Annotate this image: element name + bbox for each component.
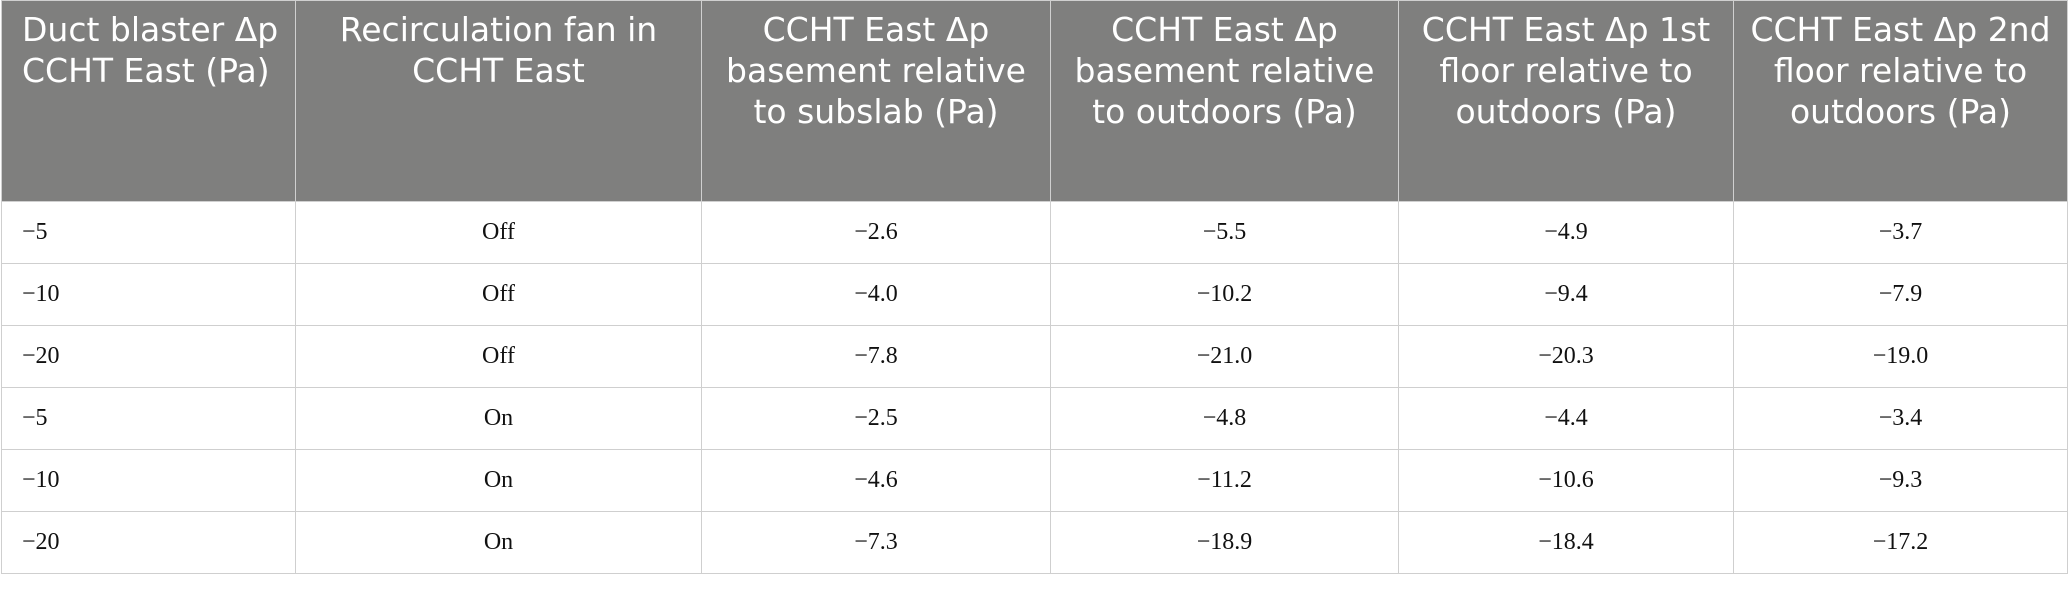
table-cell: Off — [295, 325, 702, 388]
header-cell: Duct blaster Δp CCHT East (Pa) — [1, 0, 296, 202]
table-cell: −4.9 — [1398, 201, 1734, 264]
table-cell: On — [295, 511, 702, 574]
table-cell: −9.3 — [1733, 449, 2068, 512]
table-cell: −5 — [1, 387, 296, 450]
table-cell: −7.9 — [1733, 263, 2068, 326]
table-row: −5 Off −2.6 −5.5 −4.9 −3.7 — [1, 201, 2068, 264]
table-cell: −5 — [1, 201, 296, 264]
table-cell: On — [295, 387, 702, 450]
table-cell: −4.6 — [701, 449, 1051, 512]
table-cell: −20 — [1, 325, 296, 388]
table-cell: −5.5 — [1050, 201, 1399, 264]
table-body: −5 Off −2.6 −5.5 −4.9 −3.7 −10 Off −4.0 −10.2 −9.4… — [1, 201, 2068, 574]
table-cell: On — [295, 449, 702, 512]
table-cell: −4.8 — [1050, 387, 1399, 450]
table-cell: Off — [295, 201, 702, 264]
table-row: −10 Off −4.0 −10.2 −9.4 −7.9 — [1, 263, 2068, 326]
table-cell: −4.4 — [1398, 387, 1734, 450]
table-cell: −20 — [1, 511, 296, 574]
table-cell: Off — [295, 263, 702, 326]
table-cell: −21.0 — [1050, 325, 1399, 388]
table-cell: −10.6 — [1398, 449, 1734, 512]
header-cell: CCHT East Δp basement relative to outdoo… — [1050, 0, 1399, 202]
data-table: Duct blaster Δp CCHT East (Pa) Recirculat… — [1, 0, 2068, 574]
table-row: −5 On −2.5 −4.8 −4.4 −3.4 — [1, 387, 2068, 450]
table-cell: −3.7 — [1733, 201, 2068, 264]
table-cell: −9.4 — [1398, 263, 1734, 326]
table-cell: −20.3 — [1398, 325, 1734, 388]
header-cell: CCHT East Δp basement relative to subsla… — [701, 0, 1051, 202]
table-cell: −19.0 — [1733, 325, 2068, 388]
table-cell: −10 — [1, 263, 296, 326]
table-cell: −2.6 — [701, 201, 1051, 264]
table-row: −20 Off −7.8 −21.0 −20.3 −19.0 — [1, 325, 2068, 388]
table-cell: −18.4 — [1398, 511, 1734, 574]
header-cell: CCHT East Δp 2nd floor relative to outdo… — [1733, 0, 2068, 202]
header-row: Duct blaster Δp CCHT East (Pa) Recirculat… — [1, 0, 2068, 202]
header-cell: CCHT East Δp 1st floor relative to outdo… — [1398, 0, 1734, 202]
table-cell: −3.4 — [1733, 387, 2068, 450]
table-row: −20 On −7.3 −18.9 −18.4 −17.2 — [1, 511, 2068, 574]
table-row: −10 On −4.6 −11.2 −10.6 −9.3 — [1, 449, 2068, 512]
table-cell: −17.2 — [1733, 511, 2068, 574]
header-cell: Recirculation fan in CCHT East — [295, 0, 702, 202]
table-cell: −4.0 — [701, 263, 1051, 326]
table-cell: −7.8 — [701, 325, 1051, 388]
table-cell: −7.3 — [701, 511, 1051, 574]
table-cell: −2.5 — [701, 387, 1051, 450]
table-cell: −10.2 — [1050, 263, 1399, 326]
table-cell: −11.2 — [1050, 449, 1399, 512]
table-cell: −18.9 — [1050, 511, 1399, 574]
table-cell: −10 — [1, 449, 296, 512]
